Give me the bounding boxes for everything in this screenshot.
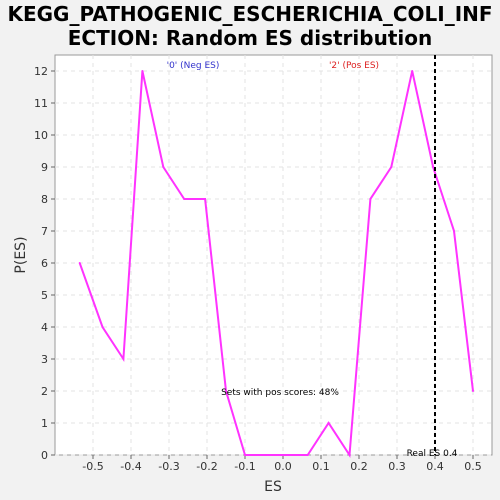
data-point <box>472 390 474 392</box>
x-tick-label: -0.4 <box>120 460 141 473</box>
neg-es-label: '0' (Neg ES) <box>167 61 220 71</box>
data-point <box>225 390 227 392</box>
y-tick-label: 10 <box>34 129 48 142</box>
data-point <box>348 454 351 456</box>
x-tick-label: -0.1 <box>234 460 255 473</box>
data-point <box>162 166 165 168</box>
data-point <box>411 70 414 72</box>
x-tick-label: 0.4 <box>426 460 444 473</box>
y-tick-label: 1 <box>41 417 48 430</box>
axis-layer: -0.5 -0.4 -0.3 -0.2 -0.1 0.0 0.1 0.2 0.3 0.4 0.5 0 1… <box>34 65 482 473</box>
y-tick-label: 3 <box>41 353 48 366</box>
y-tick-label: 12 <box>34 65 48 78</box>
data-point <box>390 166 393 168</box>
x-tick-label: 0.5 <box>464 460 482 473</box>
title-line-2: ECTION: Random ES distribution <box>67 26 433 50</box>
data-point <box>369 198 372 200</box>
x-tick-label: 0.1 <box>312 460 330 473</box>
pos-es-label: '2' (Pos ES) <box>329 61 379 71</box>
real-es-label: Real ES 0.4 <box>407 449 458 459</box>
data-point <box>204 198 207 200</box>
y-tick-label: 11 <box>34 97 48 110</box>
plot-area <box>54 54 493 456</box>
pos-scores-label: Sets with pos scores: 48% <box>221 388 339 398</box>
data-point <box>78 262 81 264</box>
x-tick-label: -0.3 <box>158 460 179 473</box>
data-point <box>327 422 330 424</box>
y-axis-label: P(ES) <box>13 236 29 273</box>
y-tick-label: 8 <box>41 193 48 206</box>
data-point <box>141 70 144 72</box>
grid-layer <box>55 55 492 456</box>
data-point <box>244 454 246 456</box>
y-tick-label: 0 <box>41 449 48 462</box>
y-tick-label: 5 <box>41 289 48 302</box>
data-point <box>264 454 267 456</box>
y-tick-label: 7 <box>41 225 48 238</box>
x-tick-label: 0.0 <box>274 460 292 473</box>
title-line-1: KEGG_PATHOGENIC_ESCHERICHIA_COLI_INF <box>7 2 493 26</box>
data-point <box>432 166 435 168</box>
y-tick-label: 6 <box>41 257 48 270</box>
y-tick-label: 9 <box>41 161 48 174</box>
data-point <box>306 454 309 456</box>
chart-title: KEGG_PATHOGENIC_ESCHERICHIA_COLI_INF ECT… <box>0 2 500 50</box>
x-tick-label: 0.2 <box>350 460 368 473</box>
x-tick-label: -0.2 <box>196 460 217 473</box>
annotation-layer: '0' (Neg ES) '2' (Pos ES) Sets with pos … <box>167 61 458 459</box>
y-tick-label: 4 <box>41 321 48 334</box>
data-point <box>183 198 186 200</box>
data-point <box>285 454 288 456</box>
y-tick-label: 2 <box>41 385 48 398</box>
x-tick-label: -0.5 <box>82 460 103 473</box>
series-line <box>78 70 474 458</box>
x-axis-label: ES <box>264 479 282 495</box>
x-tick-label: 0.3 <box>388 460 406 473</box>
data-point <box>453 230 455 232</box>
series-layer <box>78 55 474 458</box>
data-point <box>122 358 125 360</box>
data-point <box>101 326 104 328</box>
